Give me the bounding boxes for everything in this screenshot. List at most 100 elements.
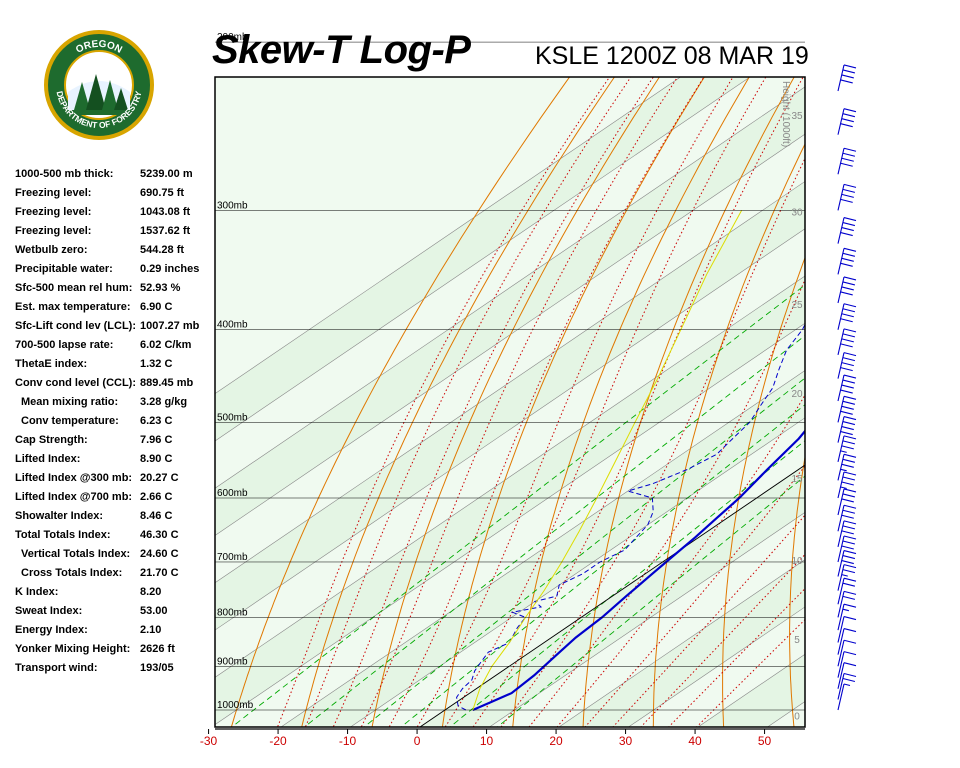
index-label: Conv cond level (CCL):: [15, 377, 137, 389]
isotherm-line: [488, 512, 805, 727]
isotherm-line: [215, 133, 805, 536]
height-label: 20: [791, 389, 803, 400]
index-label: Est. max temperature:: [15, 301, 131, 313]
wind-barb: [837, 488, 857, 516]
index-label: ThetaE index:: [15, 358, 88, 370]
wind-barb: [837, 639, 857, 667]
isotherm-line: [215, 275, 805, 678]
isotherm-line: [215, 77, 682, 395]
isotherm-line: [215, 181, 805, 584]
height-label: 0: [794, 711, 800, 722]
wind-barb: [837, 590, 857, 618]
index-label: Cross Totals Index:: [21, 567, 123, 579]
index-label: Vertical Totals Index:: [21, 548, 131, 560]
isotherm-band: [215, 181, 805, 631]
x-tick-label: 0: [414, 734, 421, 748]
dry-adiabat: [512, 77, 750, 727]
wind-barb: [837, 535, 857, 563]
height-axis-label: Height (1000ft): [780, 81, 791, 147]
height-label: 15: [791, 474, 803, 485]
index-label: Precipitable water:: [15, 263, 113, 275]
index-label: Freezing level:: [15, 187, 92, 199]
index-value: 2.10: [140, 624, 162, 636]
index-value: 3.28 g/kg: [140, 396, 188, 408]
height-label: 30: [791, 208, 803, 219]
wind-barb: [837, 108, 857, 135]
wind-barb: [837, 471, 857, 499]
index-label: Wetbulb zero:: [15, 244, 88, 256]
svg-text:OREGON: OREGON: [74, 39, 124, 56]
mixing-ratio-label: 1: [898, 250, 911, 260]
station-time-label: KSLE 1200Z 08 MAR 19: [535, 42, 809, 70]
wind-barb: [837, 683, 851, 711]
moist-adiabat: [695, 618, 805, 727]
isobar-label: 700mb: [217, 552, 248, 563]
parcel-profile: [472, 210, 743, 711]
isobar-label: 600mb: [217, 488, 248, 499]
wind-barb: [837, 247, 857, 275]
isotherm-line: [215, 322, 805, 725]
wind-barb: [837, 64, 857, 92]
index-label: Sfc-500 mean rel hum:: [15, 282, 133, 294]
index-label: Sweat Index:: [15, 605, 83, 617]
moist-adiabat: [276, 77, 611, 727]
isobar-label: 500mb: [217, 412, 248, 423]
x-tick-label: 50: [758, 734, 772, 748]
plot-border: [214, 76, 806, 728]
index-label: Lifted Index:: [15, 453, 81, 465]
dry-adiabat: [371, 77, 661, 727]
isotherm-band: [215, 275, 805, 725]
wind-barb: [837, 504, 857, 532]
wind-barb: [837, 564, 857, 591]
moist-adiabat: [444, 77, 767, 727]
isobar-label: 200mb: [217, 32, 248, 43]
mixing-ratio-label: 2: [951, 250, 960, 260]
index-value: 690.75 ft: [140, 187, 185, 199]
index-label: Conv temperature:: [21, 415, 119, 427]
wind-barb: [837, 651, 857, 678]
index-value: 20.27 C: [140, 472, 179, 484]
dry-adiabat: [652, 142, 805, 727]
index-value: 2626 ft: [140, 643, 175, 655]
index-label: K Index:: [15, 586, 59, 598]
wind-barb: [837, 374, 857, 402]
moist-adiabat: [332, 77, 655, 727]
moist-adiabat: [472, 77, 804, 727]
wind-barb: [837, 628, 857, 655]
wind-barb: [837, 672, 857, 700]
moist-adiabat: [388, 77, 705, 727]
dry-adiabat: [230, 77, 571, 727]
index-label: Sfc-Lift cond lev (LCL):: [15, 320, 136, 332]
x-tick-label: -30: [200, 734, 218, 748]
wind-barb: [837, 183, 857, 211]
index-value: 544.28 ft: [140, 244, 185, 256]
isotherm-line: [349, 417, 805, 727]
wind-barb: [837, 616, 857, 643]
isotherm-line: [215, 86, 805, 489]
index-value: 5239.00 m: [140, 168, 193, 180]
index-label: 700-500 lapse rate:: [15, 339, 114, 351]
wind-barb: [837, 603, 857, 631]
index-value: 24.60 C: [140, 548, 179, 560]
height-label: 35: [791, 111, 803, 122]
index-value: 7.96 C: [140, 434, 173, 446]
index-label: Mean mixing ratio:: [21, 396, 119, 408]
index-label: Freezing level:: [15, 225, 92, 237]
dry-adiabat: [789, 454, 805, 727]
index-value: 1007.27 mb: [140, 320, 200, 332]
oregon-forestry-logo: OREGON DEPARTMENT OF FORESTRY: [44, 30, 154, 140]
dry-adiabat: [918, 0, 960, 730]
index-value: 1043.08 ft: [140, 206, 191, 218]
isobar-label: 1000mb: [217, 700, 254, 711]
moist-adiabat: [584, 465, 805, 727]
isotherm-line: [215, 228, 805, 631]
isobar-label: 300mb: [217, 200, 248, 211]
moist-adiabat: [528, 278, 805, 727]
wind-barb: [837, 276, 857, 304]
index-value: 193/05: [140, 662, 174, 674]
index-value: 6.90 C: [140, 301, 173, 313]
index-value: 53.00: [140, 605, 168, 617]
dry-adiabat: [855, 0, 960, 730]
index-value: 6.02 C/km: [140, 339, 192, 351]
